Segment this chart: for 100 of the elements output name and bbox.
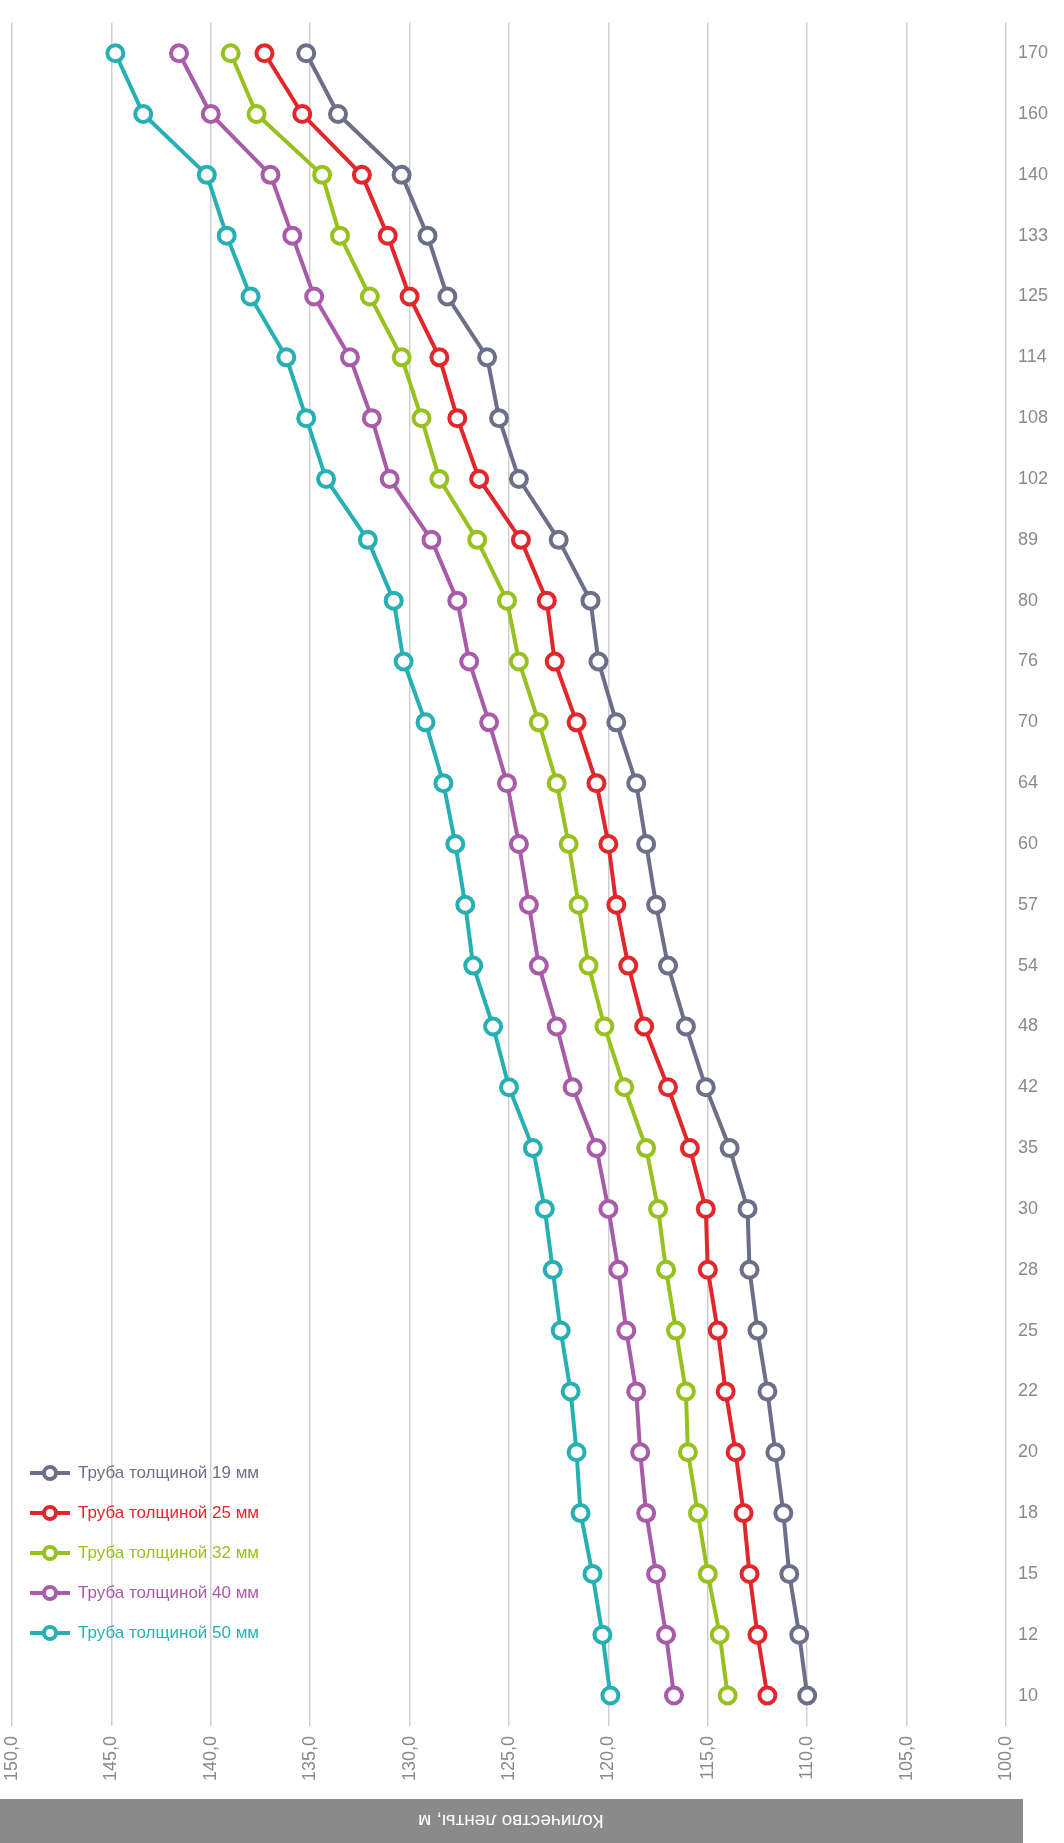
- point: [695, 1077, 716, 1098]
- point: [618, 955, 639, 976]
- y-tick-label: 170: [1017, 42, 1049, 63]
- point: [417, 225, 438, 246]
- point: [566, 1442, 587, 1463]
- y-tick-label: 80: [1017, 589, 1038, 610]
- point: [469, 469, 490, 489]
- point: [447, 590, 468, 611]
- legend-label: Труба толщиной 50 мм: [78, 1623, 260, 1643]
- point: [560, 1381, 581, 1402]
- point: [276, 347, 297, 368]
- point: [421, 529, 442, 550]
- point: [697, 1563, 718, 1584]
- point: [240, 286, 261, 307]
- point: [483, 1016, 504, 1037]
- point: [359, 286, 380, 307]
- point: [658, 955, 679, 976]
- point: [658, 1077, 679, 1098]
- x-tick-label: 125,0: [497, 1735, 518, 1781]
- point: [578, 955, 599, 976]
- y-tick-label: 89: [1017, 528, 1038, 549]
- point: [548, 529, 569, 550]
- point: [709, 1624, 730, 1645]
- point: [357, 529, 378, 550]
- y-tick-label: 42: [1017, 1076, 1038, 1097]
- point: [534, 1198, 555, 1219]
- x-tick-label: 110,0: [796, 1735, 817, 1780]
- y-tick-label: 48: [1017, 1015, 1038, 1036]
- point: [282, 225, 303, 246]
- point: [566, 712, 587, 733]
- point: [598, 833, 619, 854]
- legend-label: Труба толщиной 25 мм: [78, 1503, 260, 1523]
- point: [616, 1320, 637, 1341]
- y-tick-label: 108: [1017, 407, 1049, 428]
- point: [719, 1138, 740, 1159]
- point: [196, 164, 217, 185]
- legend-label: Труба толщиной 40 мм: [78, 1583, 260, 1603]
- point: [663, 1685, 684, 1706]
- point: [497, 590, 517, 611]
- x-tick-label: 140,0: [199, 1735, 220, 1781]
- point: [312, 164, 333, 185]
- point: [296, 43, 317, 64]
- y-tick-label: 35: [1017, 1137, 1038, 1158]
- x-tick-label: 120,0: [597, 1735, 618, 1781]
- y-tick-label: 57: [1017, 893, 1038, 914]
- point: [582, 1563, 603, 1584]
- x-tick-label: 135,0: [299, 1735, 320, 1781]
- point: [725, 1442, 746, 1463]
- point: [695, 1198, 716, 1219]
- point: [246, 104, 267, 125]
- point: [656, 1624, 677, 1645]
- point: [697, 1259, 718, 1280]
- point: [399, 286, 420, 307]
- y-tick-label: 102: [1017, 467, 1049, 488]
- point: [646, 894, 667, 915]
- point: [518, 894, 539, 915]
- point: [558, 833, 579, 854]
- y-tick-label: 114: [1017, 346, 1047, 367]
- y-tick-label: 64: [1017, 772, 1038, 793]
- point: [497, 773, 517, 794]
- y-tick-label: 54: [1017, 954, 1038, 975]
- point: [339, 347, 360, 368]
- point: [536, 590, 557, 611]
- point: [636, 833, 657, 854]
- x-axis-title: Количество ленты, м: [418, 1810, 604, 1832]
- point: [411, 408, 432, 429]
- point: [528, 712, 549, 733]
- point: [747, 1624, 768, 1645]
- point: [586, 773, 607, 794]
- point: [429, 469, 450, 489]
- point: [447, 408, 468, 429]
- x-tick-label: 150,0: [0, 1735, 21, 1781]
- point: [626, 773, 647, 794]
- y-tick-label: 28: [1017, 1258, 1038, 1279]
- point: [351, 164, 372, 185]
- point: [304, 286, 325, 307]
- point: [568, 894, 589, 915]
- point: [433, 773, 454, 794]
- legend-label: Труба толщиной 19 мм: [78, 1463, 260, 1483]
- y-tick-label: 125: [1017, 285, 1049, 306]
- point: [648, 1198, 669, 1219]
- point: [508, 833, 529, 854]
- point: [542, 1259, 563, 1280]
- point: [391, 347, 412, 368]
- point: [254, 43, 275, 64]
- point: [588, 651, 609, 672]
- point: [594, 1016, 615, 1037]
- point: [220, 43, 241, 64]
- point: [757, 1381, 778, 1402]
- point: [739, 1259, 760, 1280]
- point: [592, 1624, 613, 1645]
- y-tick-label: 20: [1017, 1441, 1038, 1462]
- point: [737, 1198, 758, 1219]
- y-tick-label: 25: [1017, 1319, 1038, 1340]
- point: [570, 1503, 591, 1524]
- point: [508, 469, 529, 489]
- point: [779, 1563, 800, 1584]
- point: [393, 651, 414, 672]
- point: [216, 225, 237, 246]
- x-tick-label: 145,0: [100, 1735, 121, 1781]
